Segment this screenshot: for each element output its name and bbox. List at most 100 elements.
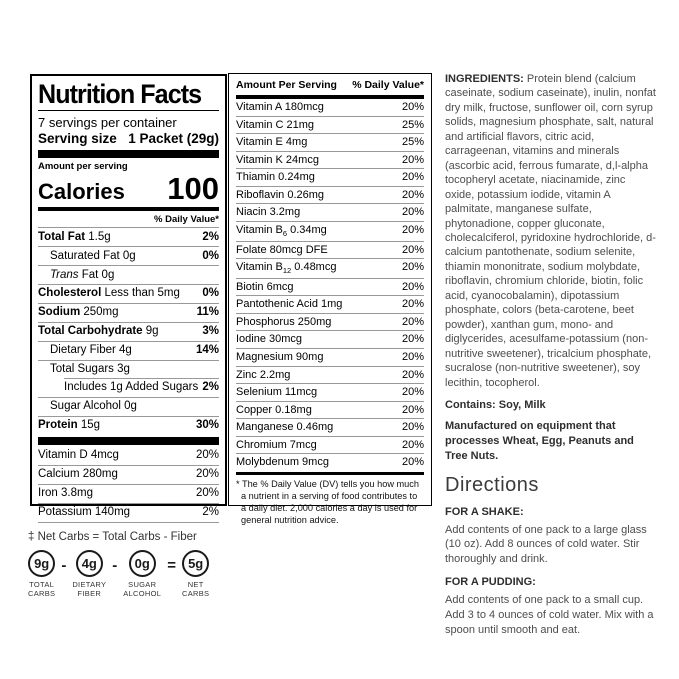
- micronutrient-name: Magnesium 90mg: [236, 351, 324, 363]
- nutrient-daily-value: 14%: [195, 344, 219, 357]
- micronutrient-row: Vitamin B12 0.48mcg 20%: [236, 259, 424, 279]
- nutrient-row: Total Sugars 3g: [38, 361, 219, 380]
- micronutrient-daily-value: 20%: [401, 153, 424, 166]
- calories-value: 100: [167, 171, 219, 207]
- micronutrient-name: Vitamin C 21mg: [236, 118, 315, 131]
- nutrition-facts-panel: Nutrition Facts 7 servings per container…: [30, 74, 227, 524]
- nutrient-row: Vitamin D 4mcg 20%: [38, 447, 219, 467]
- serving-size-value: 1 Packet (29g): [128, 131, 219, 147]
- net-carbs-circle: 0g: [128, 550, 156, 577]
- nutrient-row: Cholesterol Less than 5mg 0%: [38, 285, 219, 305]
- nutrient-daily-value: 20%: [195, 468, 219, 481]
- micronutrient-daily-value: 20%: [401, 421, 424, 434]
- micronutrient-row: Vitamin E 4mg 25%: [236, 134, 424, 152]
- nutrient-row: Saturated Fat 0g 0%: [38, 247, 219, 267]
- shake-heading: FOR A SHAKE:: [445, 505, 524, 518]
- nutrient-row: Iron 3.8mg 20%: [38, 485, 219, 505]
- micronutrient-name: Vitamin B12 0.48mcg: [236, 261, 337, 276]
- micronutrient-row: Biotin 6mcg 20%: [236, 279, 424, 297]
- nutrient-row: Calcium 280mg 20%: [38, 466, 219, 486]
- micronutrient-row: Selenium 11mcg 20%: [236, 384, 424, 402]
- micronutrient-name: Vitamin B6 0.34mg: [236, 223, 327, 239]
- ingredients-paragraph: INGREDIENTS: Protein blend (calcium case…: [445, 72, 657, 390]
- nutrient-row: Total Carbohydrate 9g 3%: [38, 323, 219, 343]
- micronutrient-daily-value: 20%: [401, 243, 424, 256]
- nutrient-name: Saturated Fat 0g: [50, 249, 136, 262]
- micronutrient-row: Folate 80mcg DFE 20%: [236, 242, 424, 260]
- micronutrient-daily-value: 20%: [401, 171, 424, 184]
- micronutrient-row: Zinc 2.2mg 20%: [236, 367, 424, 385]
- serving-size-row: Serving size 1 Packet (29g): [38, 130, 219, 148]
- net-carbs-item-label: SUGAR ALCOHOL: [123, 580, 162, 599]
- nutrition-facts-title: Nutrition Facts: [38, 79, 202, 109]
- net-carbs-item: 9g TOTAL CARBS: [28, 550, 56, 599]
- thick-divider: [236, 471, 424, 475]
- micronutrient-daily-value: 25%: [401, 118, 424, 131]
- micronutrient-row: Vitamin C 21mg 25%: [236, 117, 424, 135]
- micronutrient-row: Vitamin K 24mcg 20%: [236, 152, 424, 170]
- micronutrient-daily-value: 20%: [401, 298, 424, 311]
- micronutrient-row: Vitamin B6 0.34mg 20%: [236, 222, 424, 242]
- nutrient-row: Includes 1g Added Sugars 2%: [38, 379, 219, 399]
- micronutrient-name: Vitamin A 180mcg: [236, 101, 324, 113]
- micronutrient-row: Iodine 30mcg 20%: [236, 331, 424, 349]
- nutrient-row: Sugar Alcohol 0g: [38, 398, 219, 418]
- nutrient-daily-value: 20%: [195, 487, 219, 500]
- shake-instructions: Add contents of one pack to a large glas…: [445, 523, 647, 566]
- nutrient-name: Calcium 280mg: [38, 468, 118, 481]
- nutrient-row: Sodium 250mg 11%: [38, 304, 219, 324]
- directions-title: Directions: [445, 473, 539, 496]
- net-carbs-operator: -: [112, 557, 118, 574]
- nutrient-row: Dietary Fiber 4g 14%: [38, 342, 219, 362]
- micronutrient-row: Riboflavin 0.26mg 20%: [236, 187, 424, 205]
- micronutrient-name: Folate 80mcg DFE: [236, 243, 328, 256]
- micronutrient-daily-value: 20%: [401, 351, 424, 363]
- micronutrient-name: Selenium 11mcg: [236, 386, 318, 399]
- micronutrient-daily-value: 20%: [401, 456, 424, 469]
- nutrient-name: Sugar Alcohol 0g: [50, 400, 137, 413]
- nutrient-name: Potassium 140mg: [38, 506, 131, 519]
- micronutrient-name: Thiamin 0.24mg: [236, 171, 315, 184]
- micronutrient-row: Vitamin A 180mcg 20%: [236, 99, 424, 117]
- net-carbs-circle: 9g: [28, 550, 56, 577]
- net-carbs-item-label: TOTAL CARBS: [28, 580, 56, 599]
- micronutrients-header: Amount Per Serving % Daily Value*: [236, 78, 424, 94]
- nutrient-name: Includes 1g Added Sugars: [64, 381, 199, 394]
- micronutrient-name: Chromium 7mcg: [236, 438, 317, 451]
- daily-value-footnote: * The % Daily Value (DV) tells you how m…: [236, 478, 419, 525]
- nutrient-row: Trans Fat 0g: [38, 266, 219, 286]
- nutrient-daily-value: 2%: [202, 230, 219, 243]
- micronutrients-panel: Amount Per Serving % Daily Value* Vitami…: [228, 73, 432, 525]
- micronutrient-name: Pantothenic Acid 1mg: [236, 298, 343, 311]
- nutrient-daily-value: 3%: [202, 325, 219, 338]
- micronutrient-daily-value: 20%: [401, 206, 424, 219]
- thick-divider: [236, 95, 424, 99]
- micronutrient-row: Thiamin 0.24mg 20%: [236, 169, 424, 187]
- amount-per-serving-header: Amount Per Serving: [236, 79, 337, 91]
- pudding-instructions: Add contents of one pack to a small cup.…: [445, 594, 654, 636]
- daily-value-header: % Daily Value*: [352, 79, 424, 91]
- micronutrient-name: Manganese 0.46mg: [236, 421, 334, 434]
- micronutrient-daily-value: 20%: [401, 188, 424, 201]
- micronutrient-daily-value: 25%: [401, 136, 424, 149]
- nutrient-name: Total Sugars 3g: [50, 363, 130, 376]
- nutrient-name: Sodium 250mg: [38, 306, 119, 319]
- title-divider: [38, 110, 219, 112]
- micronutrient-row: Phosphorus 250mg 20%: [236, 314, 424, 332]
- amount-per-serving-label: Amount per serving: [38, 161, 128, 173]
- micronutrient-row: Magnesium 90mg 20%: [236, 349, 424, 367]
- net-carbs-equation: 9g TOTAL CARBS -4g DIETARY FIBER -0g SUGAR AL…: [28, 550, 268, 599]
- micronutrient-name: Iodine 30mcg: [236, 333, 303, 346]
- micronutrient-daily-value: 20%: [401, 368, 424, 381]
- net-carbs-item-label: NET CARBS: [181, 580, 210, 599]
- medium-divider: [38, 207, 219, 212]
- calories-label: Calories: [38, 179, 125, 205]
- daily-value-header: % Daily Value*: [38, 211, 219, 229]
- micronutrient-name: Biotin 6mcg: [236, 280, 294, 293]
- nutrient-daily-value: 0%: [202, 287, 219, 300]
- micronutrient-daily-value: 20%: [401, 438, 424, 451]
- ingredients-text: Protein blend (calcium caseinate, sodium…: [445, 73, 656, 389]
- nutrient-daily-value: 11%: [196, 306, 219, 319]
- nutrient-name: Dietary Fiber 4g: [50, 344, 132, 357]
